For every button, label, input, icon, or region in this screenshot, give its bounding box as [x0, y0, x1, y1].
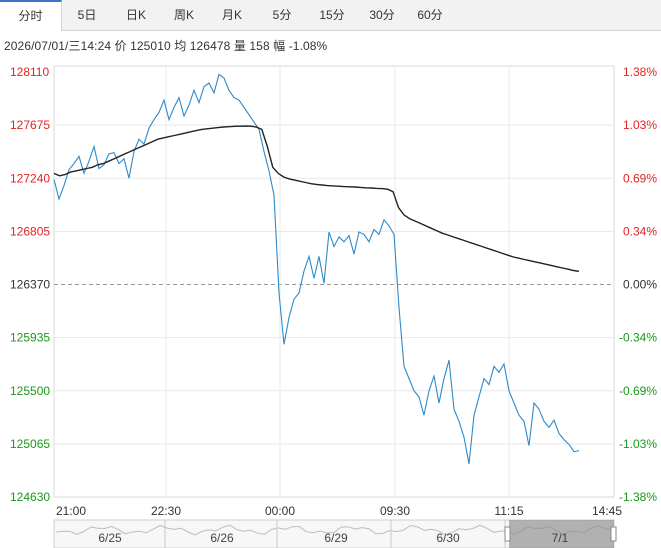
pct-tick-label: 1.38%: [623, 65, 657, 79]
pct-tick-label: -0.34%: [619, 331, 657, 345]
tab-intraday[interactable]: 分时: [0, 0, 62, 31]
pct-tick-label: -0.69%: [619, 384, 657, 398]
avg-label: 均: [174, 39, 187, 53]
quote-info-bar: 2026/07/01/三14:24 价 125010 均 126478 量 15…: [4, 37, 327, 54]
avg-value: 126478: [189, 39, 231, 53]
y-tick-label: 127675: [10, 118, 50, 132]
y-tick-label: 126805: [10, 224, 50, 238]
price-line: [53, 73, 580, 465]
range-left-handle[interactable]: [504, 526, 511, 542]
tab-5day[interactable]: 5日: [77, 8, 97, 22]
mini-date-label: 6/25: [98, 531, 122, 545]
tab-weekly-k[interactable]: 周K: [173, 8, 194, 22]
pct-tick-label: 0.00%: [623, 278, 657, 292]
pct-tick-label: 0.69%: [623, 171, 657, 185]
y-tick-label: 125935: [10, 331, 50, 345]
pct-tick-label: 1.03%: [623, 118, 657, 132]
x-tick-label: 00:00: [265, 504, 295, 518]
tab-monthly-k[interactable]: 月K: [221, 8, 242, 22]
y-tick-label: 126370: [10, 278, 50, 292]
volume-value: 158: [249, 39, 270, 53]
y-tick-label: 125500: [10, 384, 50, 398]
mini-date-label: 7/1: [552, 531, 569, 545]
average-line: [53, 125, 580, 272]
pct-tick-label: -1.38%: [619, 490, 657, 504]
tab-5min[interactable]: 5分: [272, 8, 292, 22]
price-value: 125010: [130, 39, 171, 53]
x-tick-label: 14:45: [592, 504, 622, 518]
mini-date-label: 6/30: [436, 531, 460, 545]
x-tick-label: 21:00: [56, 504, 86, 518]
y-tick-label: 127240: [10, 171, 50, 185]
x-tick-label: 11:15: [494, 504, 523, 518]
change-value: -1.08%: [288, 39, 328, 53]
plot-frame: [53, 65, 615, 498]
x-tick-label: 22:30: [151, 504, 181, 518]
tab-30min[interactable]: 30分: [369, 8, 395, 22]
tab-15min[interactable]: 15分: [319, 8, 345, 22]
y-tick-label: 128110: [10, 65, 49, 79]
range-right-handle[interactable]: [610, 526, 617, 542]
price-label: 价: [114, 39, 127, 53]
y-tick-label: 124630: [10, 490, 50, 504]
tab-daily-k[interactable]: 日K: [125, 8, 146, 22]
tab-60min[interactable]: 60分: [417, 8, 443, 22]
quote-datetime: 2026/07/01/三14:24: [4, 39, 112, 53]
mini-range-selector[interactable]: [509, 520, 614, 548]
mini-date-label: 6/29: [324, 531, 348, 545]
pct-tick-label: 0.34%: [623, 224, 657, 238]
mini-date-label: 6/26: [210, 531, 234, 545]
change-label: 幅: [273, 39, 286, 53]
pct-tick-label: -1.03%: [619, 437, 657, 451]
x-tick-label: 09:30: [380, 504, 410, 518]
volume-label: 量: [233, 39, 246, 53]
y-tick-label: 125065: [10, 437, 50, 451]
period-tab-bar: 分时 5日 日K 周K 月K 5分 15分 30分 60分: [0, 0, 661, 31]
